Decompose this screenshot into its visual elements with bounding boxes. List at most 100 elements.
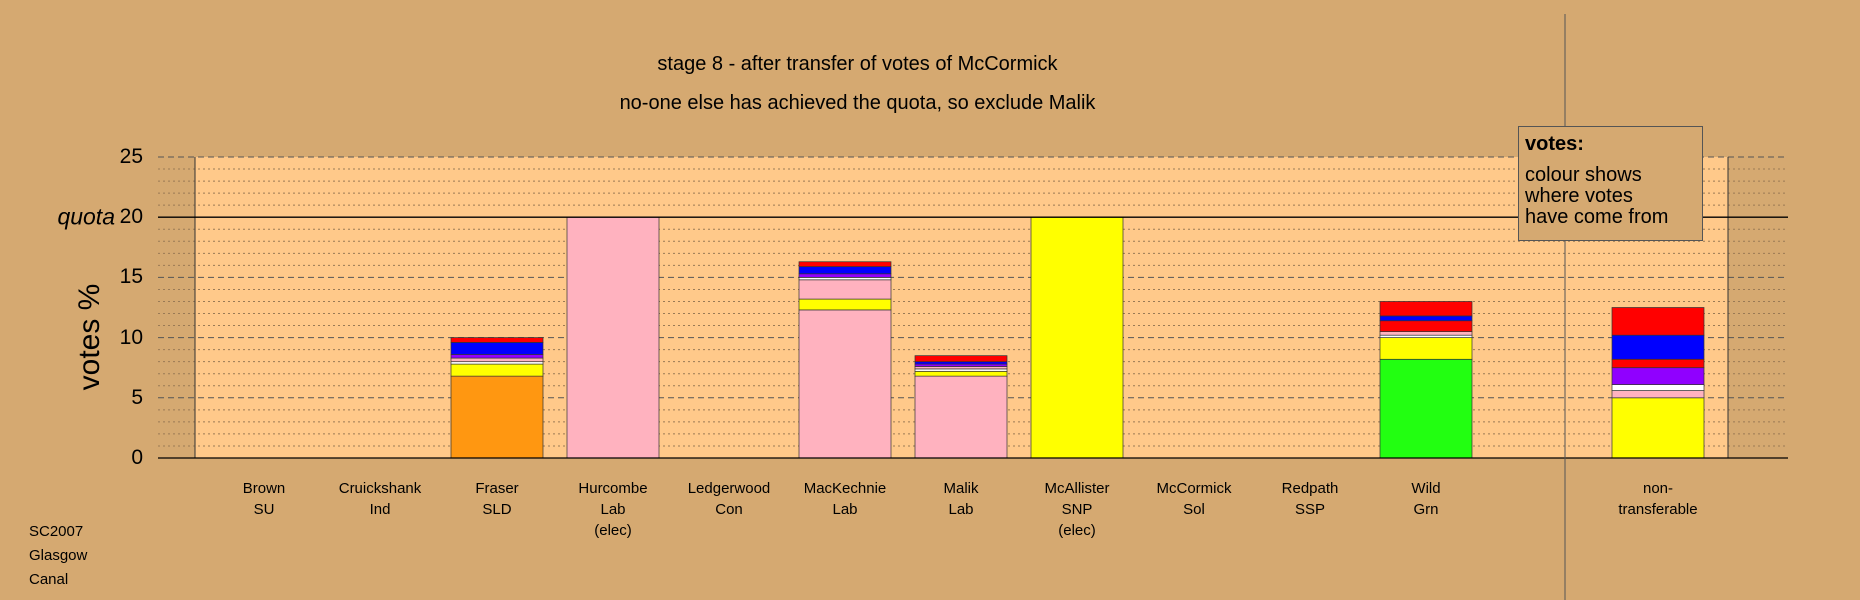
bar-nontransferable — [1611, 307, 1705, 459]
bar-segment — [1611, 358, 1705, 369]
bar-malik — [914, 355, 1008, 459]
x-tick-label-line: Ledgerwood — [687, 480, 771, 497]
constituency-footer: SC2007 Glasgow Canal — [29, 520, 87, 592]
x-tick-label-line: SU — [253, 501, 275, 518]
x-tick-label-line: Ind — [369, 501, 391, 518]
x-label-mackechnie: MacKechnie Lab — [775, 478, 915, 520]
bar-mcallister — [1030, 216, 1124, 459]
x-tick-label-line: (elec) — [594, 522, 632, 539]
bar-segment — [914, 355, 1008, 363]
bar-wild — [1379, 301, 1473, 459]
x-tick-label-line: Lab — [948, 501, 974, 518]
x-label-mcallister: McAllister SNP (elec) — [1007, 478, 1147, 541]
y-tick-label: 25 — [119, 145, 143, 168]
bar-segment — [914, 363, 1008, 367]
bar-segment — [1379, 320, 1473, 332]
bar-segment — [450, 361, 544, 365]
bar-segment — [450, 375, 544, 459]
x-tick-label-line: SSP — [1294, 501, 1325, 518]
x-tick-label-line: SLD — [482, 501, 512, 518]
chart-title: stage 8 - after transfer of votes of McC… — [657, 53, 1058, 75]
bar-segment — [798, 309, 892, 459]
bar-segment — [450, 337, 544, 343]
y-tick-label: 10 — [119, 325, 143, 349]
x-label-ledgerwood: Ledgerwood Con — [659, 478, 799, 520]
bar-segment — [1379, 358, 1473, 459]
y-tick-label: 20 — [119, 205, 143, 229]
bar-segment — [450, 357, 544, 363]
x-tick-label-line: Redpath — [1281, 480, 1339, 497]
bar-segment — [1379, 301, 1473, 317]
y-tick-label: 5 — [131, 385, 143, 409]
bar-segment — [450, 363, 544, 377]
bar-segment — [798, 273, 892, 278]
x-tick-label-line: MacKechnie — [803, 480, 887, 497]
x-tick-label-line: SNP — [1061, 501, 1093, 518]
bar-segment — [1379, 315, 1473, 322]
bar-fraser — [450, 337, 544, 459]
legend-text: colour shows where votes have come from — [1525, 164, 1669, 228]
legend-title: votes: — [1525, 133, 1584, 155]
bar-segment — [1611, 367, 1705, 385]
footer-election: SC2007 — [29, 523, 84, 540]
bar-segment — [1379, 334, 1473, 338]
bar-segment — [1611, 307, 1705, 336]
gridlines — [158, 156, 1788, 447]
x-tick-label-line: Malik — [943, 480, 979, 497]
bar-segment — [566, 216, 660, 459]
bar-segment — [798, 277, 892, 281]
x-tick-label-line: McCormick — [1156, 480, 1232, 497]
quota-label: quota — [57, 203, 115, 230]
bar-segment — [798, 279, 892, 300]
x-tick-label-line: Grn — [1413, 501, 1439, 518]
y-tick-label: 15 — [119, 265, 143, 289]
bar-segment — [798, 266, 892, 275]
bar-segment — [1611, 397, 1705, 459]
bar-mackechnie — [798, 261, 892, 459]
chart-subtitle: no-one else has achieved the quota, so e… — [619, 92, 1096, 114]
x-tick-label-line: (elec) — [1058, 522, 1096, 539]
bar-segment — [914, 366, 1008, 370]
y-axis-label: votes % — [73, 283, 106, 391]
bar-segment — [1611, 334, 1705, 360]
x-tick-label-line: Fraser — [475, 480, 519, 497]
footer-region: Glasgow — [29, 547, 88, 564]
x-tick-label-line: Lab — [600, 501, 626, 518]
x-label-redpath: Redpath SSP — [1240, 478, 1380, 520]
bar-segment — [450, 354, 544, 359]
x-tick-label-line: non- — [1642, 480, 1674, 497]
bar-series — [450, 216, 1705, 459]
y-tick-label: 0 — [131, 446, 143, 469]
bar-segment — [914, 368, 1008, 372]
bar-segment — [914, 361, 1008, 365]
bar-segment — [1379, 331, 1473, 336]
x-tick-label-line: Lab — [832, 501, 858, 518]
bar-segment — [1611, 390, 1705, 399]
bar-segment — [1379, 337, 1473, 360]
x-tick-label-line: Wild — [1411, 480, 1441, 497]
x-tick-label-line: Cruickshank — [338, 480, 422, 497]
footer-constituency: Canal — [29, 571, 69, 588]
x-label-wild: Wild Grn — [1356, 478, 1496, 520]
x-tick-label-line: Hurcombe — [578, 480, 648, 497]
bar-segment — [450, 342, 544, 355]
x-tick-label-line: McAllister — [1044, 480, 1110, 497]
bar-segment — [914, 375, 1008, 459]
x-tick-label-line: Con — [715, 501, 743, 518]
bar-segment — [1030, 216, 1124, 459]
bar-segment — [914, 370, 1008, 377]
plot-frame — [158, 14, 1788, 600]
bar-hurcombe — [566, 216, 660, 459]
x-label-nontransferable: non-transferable — [1588, 478, 1728, 520]
bar-segment — [798, 261, 892, 267]
x-tick-label-line: Sol — [1183, 501, 1205, 518]
x-label-cruickshank: Cruickshank Ind — [310, 478, 450, 520]
bar-segment — [1611, 384, 1705, 391]
x-label-brown: Brown SU — [194, 478, 334, 520]
bar-segment — [798, 298, 892, 311]
x-tick-label-line: transferable — [1618, 501, 1698, 518]
x-label-hurcombe: Hurcombe Lab (elec) — [543, 478, 683, 541]
legend-box: votes: colour shows where votes have com… — [1518, 126, 1703, 241]
